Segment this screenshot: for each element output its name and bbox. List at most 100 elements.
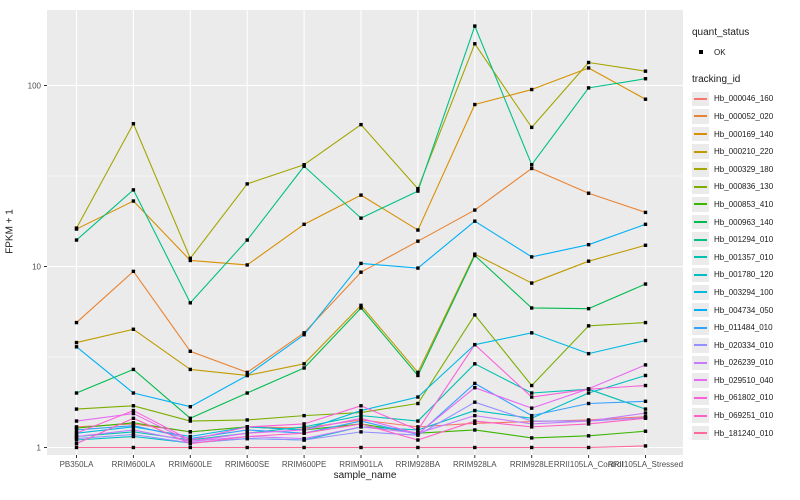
legend-item-label: Hb_001294_010 [714,235,774,245]
legend-item-label: Hb_001780_120 [714,270,774,280]
legend-item-label: Hb_000963_140 [714,217,774,227]
legend-item: Hb_000836_130 [692,179,798,195]
data-point [188,258,192,263]
data-point [643,383,648,388]
x-tick-label: RRIM600LE [169,460,213,469]
legend-key-line-icon [694,221,707,224]
data-point [359,306,363,310]
legend-item: Hb_061802_010 [692,390,798,406]
data-point [643,338,648,343]
data-point [586,60,591,65]
data-point [643,320,648,325]
data-point [131,428,136,432]
legend-key-line-icon [694,396,707,399]
tracking-id-legend-title: tracking_id [692,73,741,85]
legend-key-box [692,425,709,441]
legend-item: Hb_020334_010 [692,337,798,353]
legend-item: Hb_001357_010 [692,249,798,265]
legend-item: Hb_000169_140 [692,126,798,142]
data-point [643,69,648,73]
data-point [473,42,477,46]
data-point [473,313,477,317]
x-tick-label: RRII105LA_Control [554,460,624,469]
data-point [245,263,249,267]
x-tick-label: RRIM928BA [396,460,441,469]
legend-key-box [692,214,709,230]
data-point [302,428,306,432]
data-point [473,419,477,423]
legend-item: Hb_001294_010 [692,232,798,247]
data-point [530,281,534,285]
quant-status-legend-title: quant_status [692,27,750,38]
data-point [530,436,534,440]
legend-item-label: Hb_011484_010 [714,323,773,333]
data-point [530,331,534,335]
legend-key-box [692,91,709,107]
data-point [302,362,306,366]
data-point [643,399,648,403]
data-point [188,445,192,450]
data-point [188,430,192,434]
data-point [586,66,591,70]
legend-item-label: Hb_000046_160 [714,94,774,104]
data-point [643,222,648,227]
data-point [586,419,591,423]
data-point [302,425,306,429]
legend-key-point-box [692,45,709,60]
data-point [74,320,79,325]
legend-key-line-icon [694,379,707,382]
data-point [245,370,249,375]
data-point [188,416,192,420]
legend-item: Hb_026239_010 [692,355,798,371]
data-point [586,259,591,263]
data-point [473,400,477,404]
data-point [359,416,363,420]
data-point [530,395,534,399]
data-point [131,327,136,331]
data-point [643,77,648,81]
data-point [245,391,249,395]
data-point [473,445,477,450]
data-point [359,419,363,423]
legend-key-line-icon [694,326,707,329]
data-point [473,385,477,390]
data-point [643,97,648,101]
data-point [359,122,363,127]
legend-item: Hb_004734_050 [692,302,798,318]
legend-key-line-icon [694,309,707,312]
data-point [245,373,249,378]
data-point [359,270,363,274]
data-point [74,431,79,435]
data-point [586,391,591,395]
data-point [586,351,591,356]
data-point [74,434,79,439]
data-point [530,125,534,130]
data-point [473,381,477,386]
data-point [188,349,192,354]
data-point [416,395,420,399]
legend-item: Hb_000210_220 [692,144,798,159]
data-point [473,408,477,413]
data-point [131,122,136,126]
data-point [643,407,648,411]
legend-key-box [692,355,709,371]
data-point [359,404,363,408]
data-point [245,436,249,441]
legend-key-line-icon [694,256,707,259]
data-point [359,422,363,426]
legend-key-line-icon [694,344,707,347]
data-point [245,425,249,429]
data-point [245,431,249,435]
legend-item: Hb_000963_140 [692,214,798,230]
data-point [473,208,477,212]
data-point [416,189,420,193]
data-point [245,182,249,186]
legend-key-box [692,109,709,124]
data-point [416,428,420,432]
data-point [188,441,192,446]
data-point [245,418,249,422]
data-point [74,445,79,450]
data-point [416,432,420,436]
data-point [530,306,534,310]
data-point [302,332,306,337]
